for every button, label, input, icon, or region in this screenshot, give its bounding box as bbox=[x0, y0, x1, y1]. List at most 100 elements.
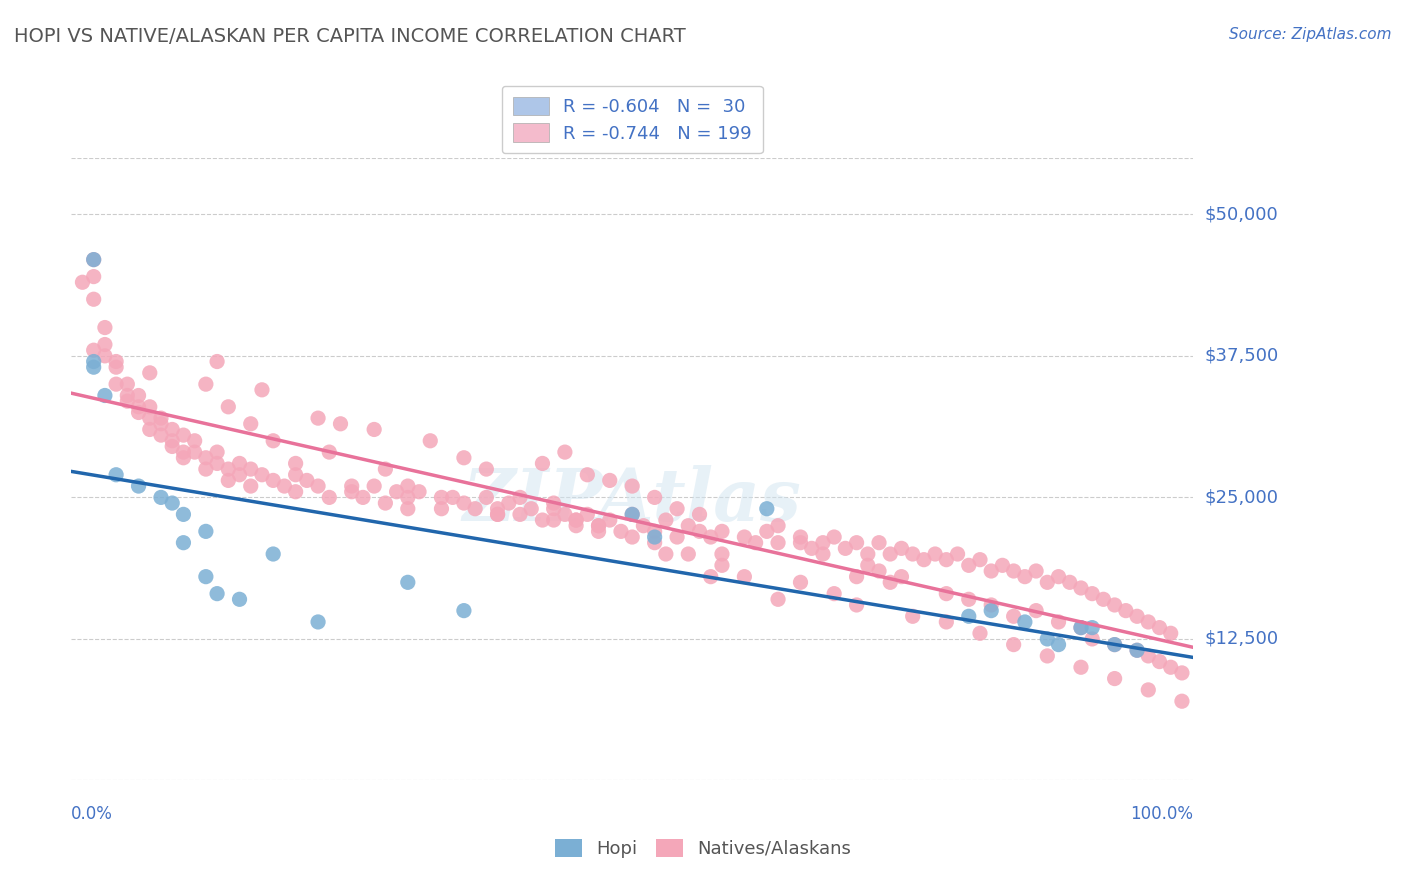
Point bbox=[295, 474, 318, 488]
Point bbox=[1104, 672, 1126, 686]
Point bbox=[228, 457, 250, 471]
Point bbox=[150, 417, 173, 431]
Point bbox=[1149, 621, 1171, 635]
Point bbox=[172, 445, 194, 459]
Point bbox=[689, 524, 711, 539]
Point bbox=[183, 445, 205, 459]
Point bbox=[588, 518, 610, 533]
Point bbox=[946, 547, 969, 561]
Point bbox=[1036, 632, 1059, 646]
Point bbox=[576, 467, 599, 482]
Point bbox=[912, 552, 935, 566]
Point bbox=[969, 552, 991, 566]
Point bbox=[1070, 621, 1092, 635]
Point bbox=[1047, 638, 1070, 652]
Point bbox=[565, 518, 588, 533]
Point bbox=[543, 501, 565, 516]
Point bbox=[1036, 648, 1059, 663]
Point bbox=[172, 508, 194, 522]
Text: 100.0%: 100.0% bbox=[1130, 805, 1194, 823]
Point bbox=[823, 587, 845, 601]
Point bbox=[396, 575, 419, 590]
Point bbox=[139, 400, 162, 414]
Point bbox=[273, 479, 295, 493]
Point bbox=[340, 484, 363, 499]
Point bbox=[83, 252, 105, 267]
Point bbox=[766, 592, 789, 607]
Point bbox=[128, 405, 150, 419]
Point bbox=[621, 508, 644, 522]
Point bbox=[834, 541, 856, 556]
Point bbox=[755, 501, 778, 516]
Point bbox=[72, 275, 94, 289]
Point bbox=[307, 411, 329, 425]
Text: $50,000: $50,000 bbox=[1205, 205, 1278, 223]
Point bbox=[845, 598, 868, 612]
Point bbox=[957, 592, 980, 607]
Point bbox=[766, 518, 789, 533]
Point bbox=[486, 508, 509, 522]
Point bbox=[396, 491, 419, 505]
Point bbox=[678, 518, 700, 533]
Point bbox=[531, 513, 554, 527]
Point bbox=[554, 445, 576, 459]
Point bbox=[980, 598, 1002, 612]
Point bbox=[307, 615, 329, 629]
Point bbox=[689, 508, 711, 522]
Point bbox=[117, 388, 139, 402]
Point bbox=[1036, 575, 1059, 590]
Point bbox=[599, 513, 621, 527]
Point bbox=[1002, 564, 1025, 578]
Point bbox=[531, 457, 554, 471]
Point bbox=[991, 558, 1014, 573]
Point bbox=[1047, 569, 1070, 583]
Point bbox=[150, 428, 173, 442]
Text: HOPI VS NATIVE/ALASKAN PER CAPITA INCOME CORRELATION CHART: HOPI VS NATIVE/ALASKAN PER CAPITA INCOME… bbox=[14, 27, 686, 45]
Point bbox=[194, 524, 217, 539]
Point bbox=[621, 479, 644, 493]
Point bbox=[901, 547, 924, 561]
Point bbox=[128, 388, 150, 402]
Point bbox=[150, 411, 173, 425]
Point bbox=[262, 434, 284, 448]
Point bbox=[1047, 615, 1070, 629]
Point bbox=[139, 411, 162, 425]
Point bbox=[284, 467, 307, 482]
Point bbox=[733, 569, 755, 583]
Point bbox=[879, 575, 901, 590]
Point bbox=[744, 535, 766, 549]
Point bbox=[565, 513, 588, 527]
Point bbox=[94, 320, 117, 334]
Point bbox=[194, 450, 217, 465]
Point bbox=[498, 496, 520, 510]
Point bbox=[935, 615, 957, 629]
Point bbox=[150, 491, 173, 505]
Point bbox=[811, 535, 834, 549]
Point bbox=[419, 434, 441, 448]
Point bbox=[139, 422, 162, 436]
Point bbox=[755, 524, 778, 539]
Point bbox=[105, 360, 128, 375]
Point bbox=[621, 508, 644, 522]
Point bbox=[1160, 660, 1182, 674]
Point bbox=[105, 377, 128, 392]
Point bbox=[239, 462, 262, 476]
Point bbox=[856, 558, 879, 573]
Point bbox=[1126, 643, 1149, 657]
Point bbox=[980, 604, 1002, 618]
Text: $37,500: $37,500 bbox=[1205, 347, 1278, 365]
Point bbox=[1137, 648, 1160, 663]
Point bbox=[644, 524, 666, 539]
Point bbox=[475, 491, 498, 505]
Point bbox=[117, 394, 139, 409]
Point bbox=[957, 609, 980, 624]
Point bbox=[284, 457, 307, 471]
Text: Source: ZipAtlas.com: Source: ZipAtlas.com bbox=[1229, 27, 1392, 42]
Point bbox=[655, 513, 678, 527]
Text: $25,000: $25,000 bbox=[1205, 489, 1278, 507]
Point bbox=[1070, 621, 1092, 635]
Point bbox=[160, 496, 183, 510]
Point bbox=[1070, 660, 1092, 674]
Point bbox=[94, 388, 117, 402]
Point bbox=[396, 501, 419, 516]
